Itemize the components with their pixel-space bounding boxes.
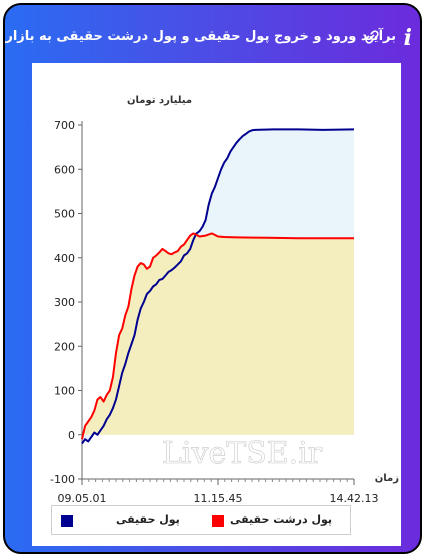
y-tick-label-200: 200 [54, 340, 75, 353]
x-tick-label-1: 11.15.45 [194, 492, 243, 505]
y-tick-label-100: 100 [54, 385, 75, 398]
chart-panel: -100 0 100 200 300 400 500 600 700 09.05.01 11.15.… [32, 63, 401, 546]
x-tick-label-0: 09.05.01 [58, 492, 107, 505]
legend-swatch-big[interactable] [212, 515, 224, 527]
y-tick-label-400: 400 [54, 252, 75, 265]
y-tick-label-500: 500 [54, 208, 75, 221]
widget-frame: برآیند ورود و خروج پول حقیقی و پول درشت … [3, 3, 422, 554]
widget-header: برآیند ورود و خروج پول حقیقی و پول درشت … [5, 5, 420, 63]
info-icon[interactable]: i [403, 25, 412, 51]
x-tick-label-2: 14.42.13 [330, 492, 379, 505]
y-axis-label: میلیارد تومان [127, 95, 192, 106]
watermark: LiveTSE.ir [162, 436, 323, 471]
y-tick-label-700: 700 [54, 119, 75, 132]
link-icon[interactable] [365, 30, 379, 48]
series-fill-1 [82, 233, 354, 440]
x-axis-label: زمان [375, 473, 399, 484]
legend-label-big[interactable]: پول درشت حقیقی [230, 513, 333, 526]
y-tick-label-600: 600 [54, 163, 75, 176]
y-tick-label-0: 0 [68, 429, 75, 442]
y-tick-label--100: -100 [50, 473, 75, 486]
legend-swatch-real[interactable] [61, 515, 73, 527]
series-line-0 [81, 128, 355, 445]
y-tick-label-300: 300 [54, 296, 75, 309]
series-line-1 [81, 232, 354, 440]
chart-svg: -100 0 100 200 300 400 500 600 700 09.05.01 11.15.… [50, 95, 399, 505]
widget-title: برآیند ورود و خروج پول حقیقی و پول درشت … [5, 29, 396, 44]
legend: پول حقیقی پول درشت حقیقی [51, 505, 351, 535]
legend-label-real[interactable]: پول حقیقی [116, 513, 180, 526]
